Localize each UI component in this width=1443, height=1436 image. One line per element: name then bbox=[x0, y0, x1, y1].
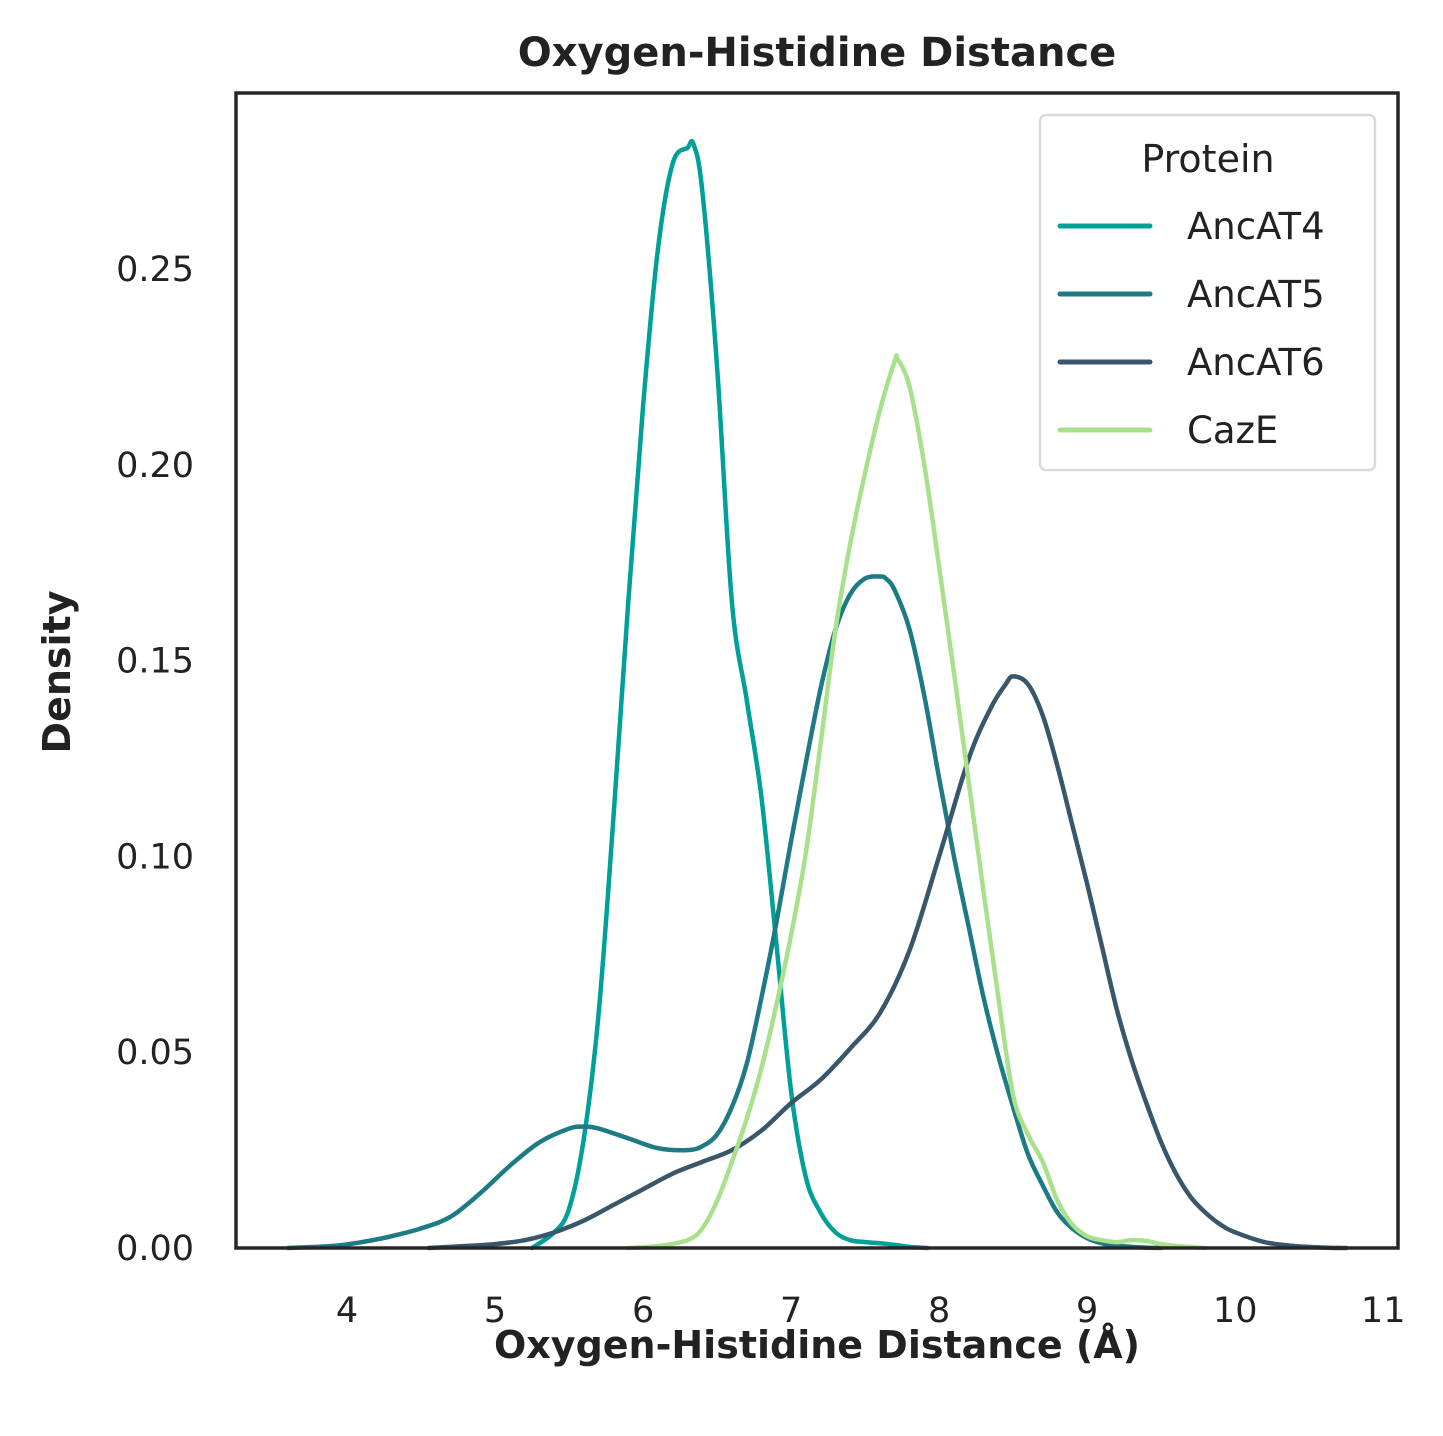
legend-label-ancat4: AncAT4 bbox=[1187, 205, 1325, 248]
x-tick-label: 5 bbox=[484, 1291, 506, 1331]
y-tick-label: 0.15 bbox=[116, 642, 194, 682]
plot-frame bbox=[234, 91, 1400, 1250]
chart-title: Oxygen-Histidine Distance bbox=[518, 30, 1117, 76]
y-tick-label: 0.10 bbox=[116, 838, 194, 878]
y-tick-label: 0.25 bbox=[116, 250, 194, 290]
x-tick-label: 9 bbox=[1076, 1291, 1098, 1331]
y-tick-label: 0.05 bbox=[116, 1033, 194, 1073]
y-axis-ticks: 0.00 0.05 0.10 0.15 0.20 0.25 bbox=[116, 250, 194, 1269]
x-tick-label: 4 bbox=[336, 1291, 358, 1331]
series-line-ancat5 bbox=[285, 574, 1164, 1251]
series-group bbox=[285, 138, 1349, 1251]
legend-box bbox=[1038, 113, 1377, 472]
y-tick-label: 0.20 bbox=[116, 446, 194, 486]
series-line-ancat4 bbox=[529, 138, 930, 1251]
legend-label-ancat5: AncAT5 bbox=[1187, 273, 1325, 316]
legend-title: Protein bbox=[1141, 137, 1274, 181]
y-axis-label: Density bbox=[35, 590, 79, 753]
legend-label-ancat6: AncAT6 bbox=[1187, 341, 1325, 384]
series-line-ancat6 bbox=[426, 674, 1349, 1251]
x-tick-label: 6 bbox=[632, 1291, 654, 1331]
y-tick-label: 0.00 bbox=[116, 1229, 194, 1269]
legend-label-caze: CazE bbox=[1187, 409, 1278, 452]
legend-entries: AncAT4 AncAT5 AncAT6 CazE bbox=[1057, 205, 1325, 452]
x-tick-label: 8 bbox=[928, 1291, 950, 1331]
x-tick-label: 10 bbox=[1213, 1291, 1258, 1331]
x-axis-ticks: 4 5 6 7 8 9 10 11 bbox=[336, 1291, 1406, 1331]
legend: Protein AncAT4 AncAT5 AncAT6 CazE bbox=[1038, 113, 1377, 472]
series-line-caze bbox=[626, 353, 1208, 1251]
x-tick-label: 11 bbox=[1361, 1291, 1406, 1331]
x-tick-label: 7 bbox=[780, 1291, 802, 1331]
x-axis-label: Oxygen-Histidine Distance (Å) bbox=[494, 1323, 1140, 1367]
